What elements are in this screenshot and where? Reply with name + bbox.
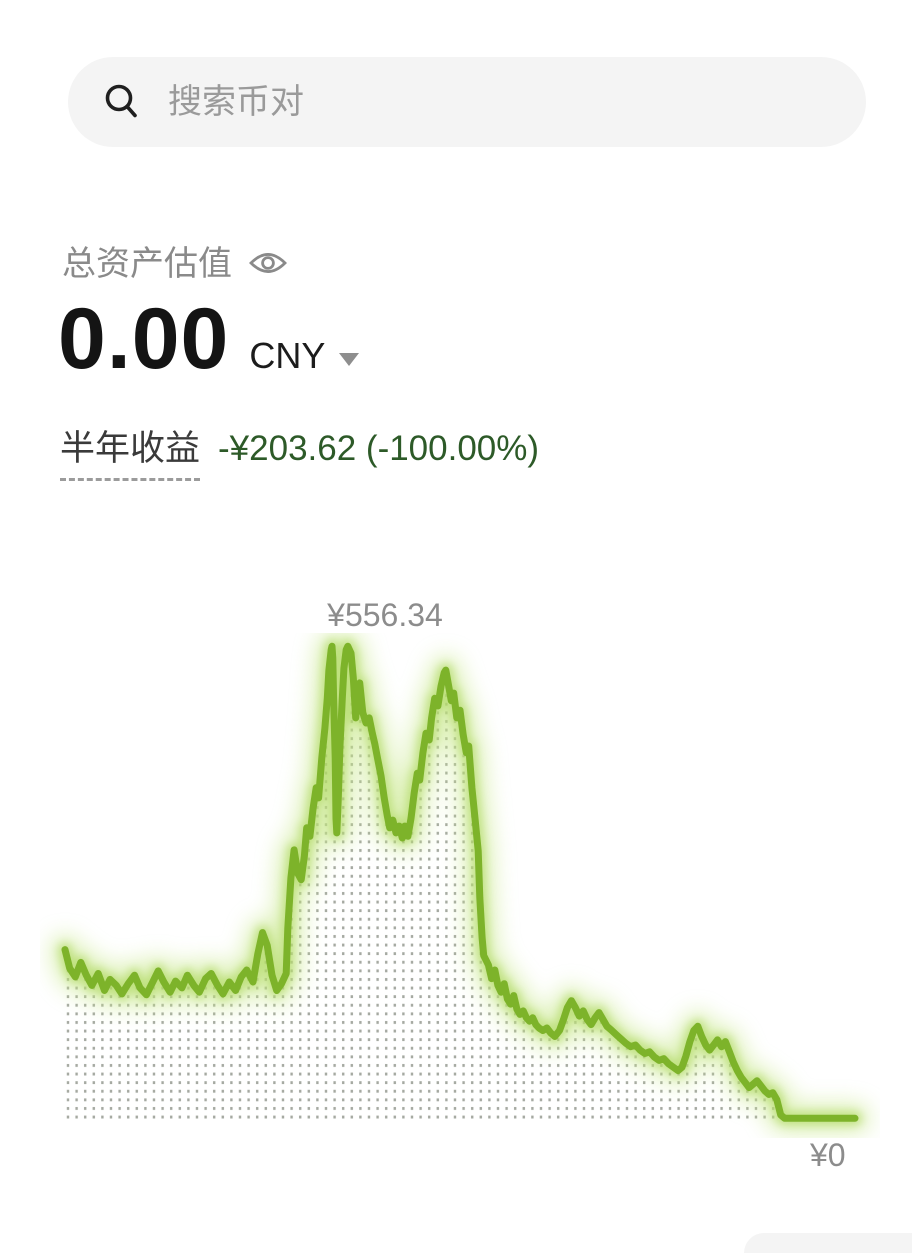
search-bar[interactable] [68,57,866,147]
total-assets-label: 总资产估值 [62,245,232,283]
bottom-sheet-corner [744,1233,912,1253]
pnl-value: -¥203.62 (-100.00%) [218,429,540,468]
total-assets-value: 0.00 [58,291,230,387]
pnl-row: 半年收益 -¥203.62 (-100.00%) [60,420,539,481]
chart-area-fill [65,646,855,1120]
chart-end-label: ¥0 [810,1137,846,1173]
chart-line [61,642,859,1122]
eye-icon[interactable] [248,248,288,278]
total-assets-header: 总资产估值 [62,236,288,285]
total-assets-value-row: 0.00 CNY [58,291,360,387]
pnl-period-label[interactable]: 半年收益 [60,420,201,481]
search-input[interactable] [166,81,838,123]
currency-label: CNY [249,335,326,376]
chart-peak-label: ¥556.34 [327,597,443,633]
search-icon [105,84,137,118]
chevron-down-icon [339,352,360,366]
pnl-chart[interactable] [40,633,880,1138]
currency-selector[interactable]: CNY [249,335,360,377]
